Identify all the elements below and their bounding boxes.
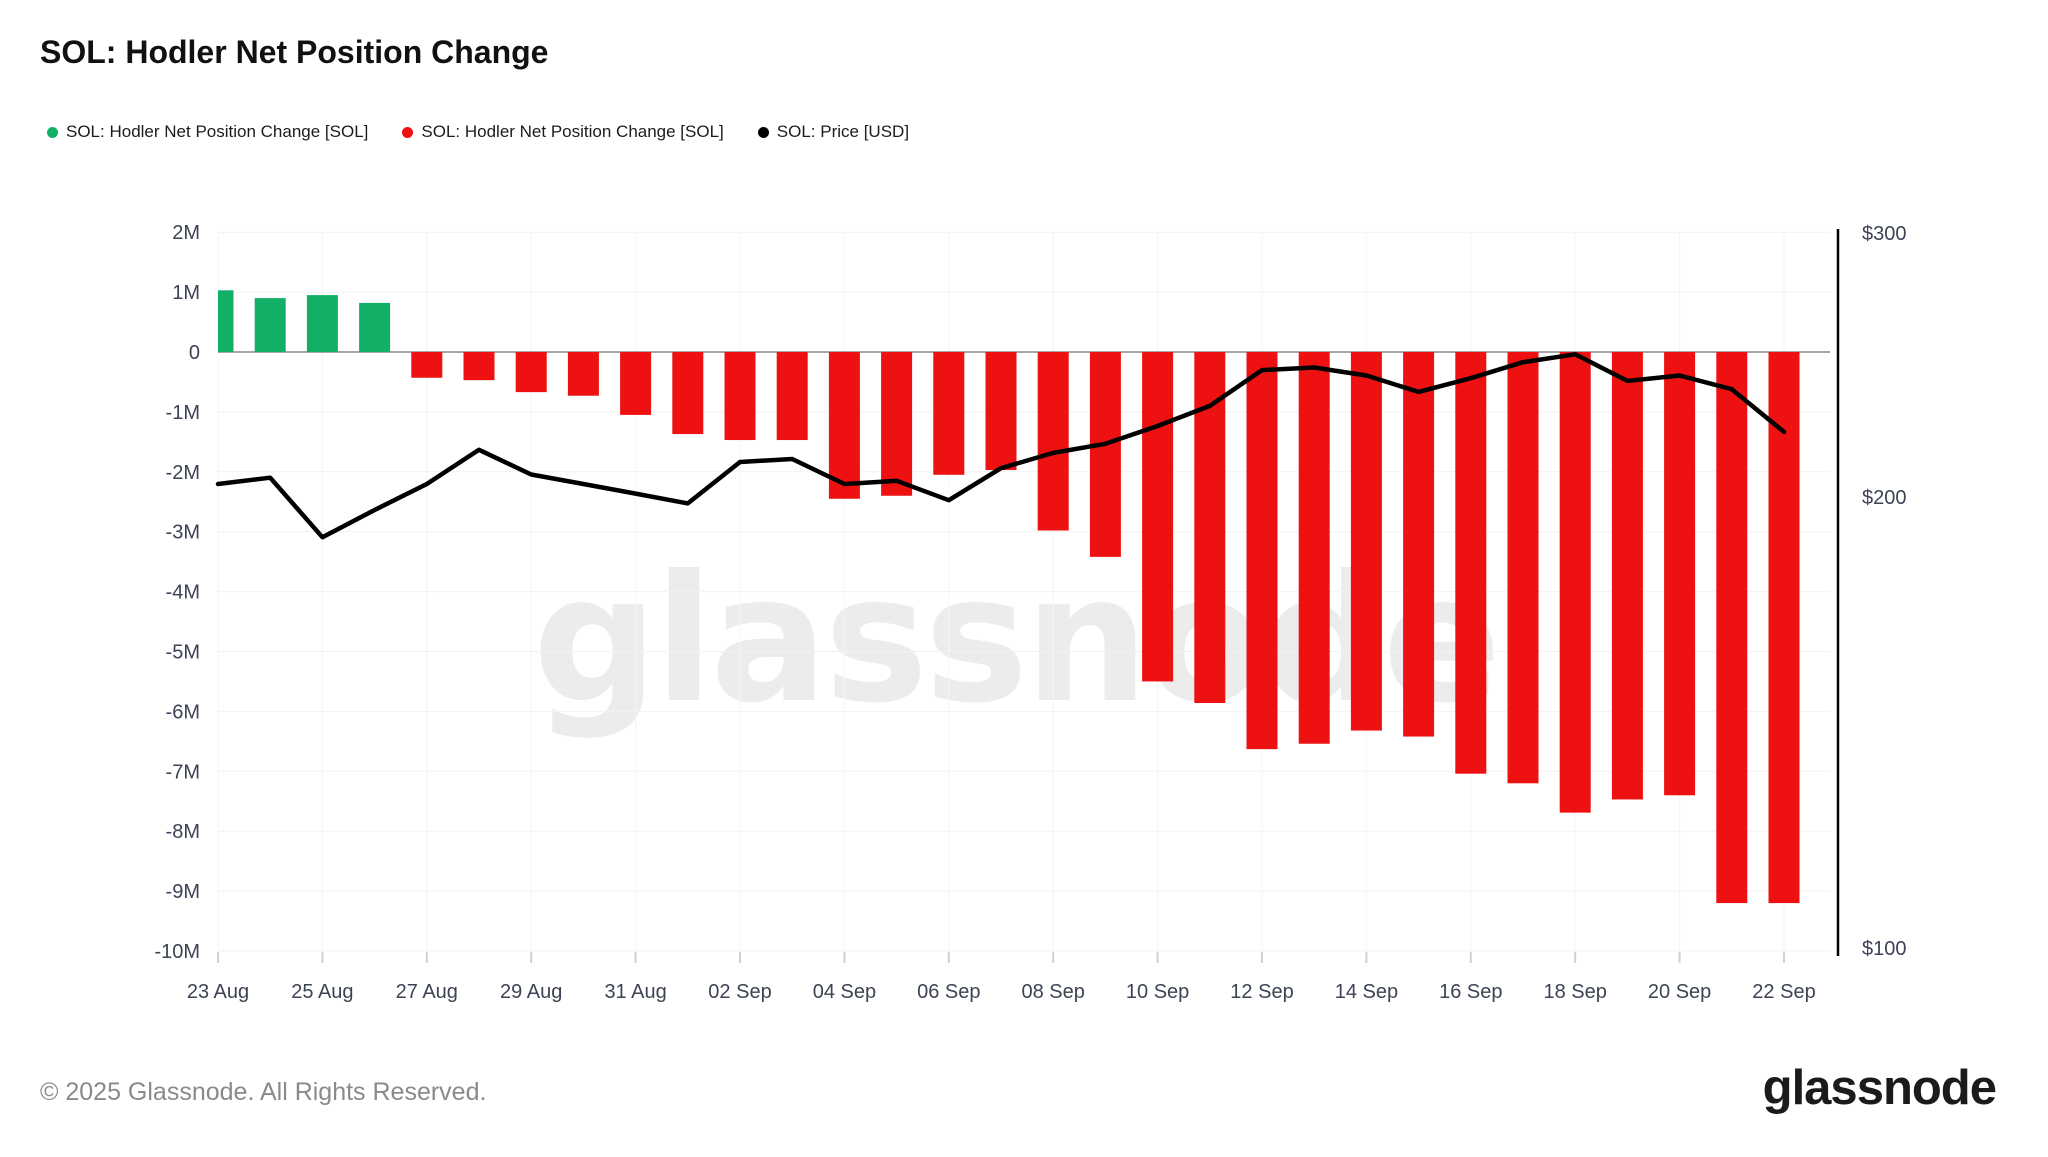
left-axis-label: -9M [166,881,200,903]
legend-item-hodler-positive[interactable]: SOL: Hodler Net Position Change [SOL] [47,122,368,142]
x-axis-label: 20 Sep [1648,981,1711,1003]
left-axis-label: -6M [166,701,200,723]
left-axis-label: -1M [166,402,200,424]
left-axis-label: -8M [166,821,200,843]
left-axis-label: -2M [166,462,200,484]
net-position-bar [567,352,599,396]
legend-item-price[interactable]: SOL: Price [USD] [757,122,910,142]
x-axis-label: 23 Aug [187,981,249,1003]
net-position-bar [828,352,860,499]
legend-label: SOL: Price [USD] [776,122,910,141]
net-position-bar [1664,352,1696,796]
left-axis-label: 0 [189,342,200,364]
net-position-bar [1298,352,1330,744]
net-position-bar [672,352,704,435]
right-axis-label: $100 [1862,938,1907,960]
net-position-bar [1768,352,1800,904]
net-position-bar [1350,352,1382,731]
net-position-bar [254,298,286,352]
chart-legend: SOL: Hodler Net Position Change [SOL] SO… [47,122,909,142]
net-position-bar [463,352,495,381]
net-position-bar [933,352,965,475]
net-position-bar [776,352,808,441]
left-axis-label: 1M [172,282,200,304]
legend-label: SOL: Hodler Net Position Change [SOL] [66,122,369,141]
x-axis-label: 02 Sep [708,981,771,1003]
x-axis-label: 18 Sep [1544,981,1607,1003]
x-axis-label: 27 Aug [396,981,458,1003]
green-dot-icon [47,126,58,138]
x-axis-label: 31 Aug [604,981,666,1003]
net-position-bar [1716,352,1748,904]
x-axis-label: 04 Sep [813,981,876,1003]
left-axis-label: -3M [166,522,200,544]
red-dot-icon [402,126,414,138]
net-position-bar [620,352,652,415]
net-position-bar [1559,352,1591,813]
x-axis-label: 25 Aug [291,981,353,1003]
net-position-bar [515,352,547,393]
x-axis-label: 14 Sep [1335,981,1398,1003]
right-axis-label: $200 [1862,487,1907,509]
legend-item-hodler-negative[interactable]: SOL: Hodler Net Position Change [SOL] [402,122,724,142]
net-position-bar [411,352,443,378]
copyright-text: © 2025 Glassnode. All Rights Reserved. [40,1078,487,1106]
net-position-bar [985,352,1017,471]
net-position-bar [1611,352,1643,800]
x-axis-label: 12 Sep [1230,981,1293,1003]
page-title: SOL: Hodler Net Position Change [40,34,549,70]
net-position-bar [1246,352,1278,750]
left-axis-label: -4M [166,582,200,604]
net-position-bar [1507,352,1539,784]
net-position-bar [218,290,234,352]
x-axis-label: 06 Sep [917,981,980,1003]
bars-group [218,290,1800,904]
net-position-bar [1142,352,1174,682]
net-position-bar [1037,352,1069,531]
net-position-bar [881,352,913,496]
x-axis-label: 16 Sep [1439,981,1502,1003]
x-axis-label: 08 Sep [1022,981,1085,1003]
glassnode-logo: glassnode [1762,1061,1997,1115]
x-axis-label: 29 Aug [500,981,562,1003]
left-axis-label: 2M [172,222,200,244]
x-axis-label: 22 Sep [1752,981,1815,1003]
legend-label: SOL: Hodler Net Position Change [SOL] [421,122,724,141]
glassnode-watermark: glassnode [533,539,1497,742]
net-position-bar [1403,352,1435,737]
right-axis-label: $300 [1862,223,1907,245]
x-axis-label: 10 Sep [1126,981,1189,1003]
net-position-bar [1089,352,1121,557]
net-position-bar [1455,352,1487,774]
black-dot-icon [757,126,769,138]
left-axis-label: -5M [166,642,200,664]
price-line [215,352,1787,540]
left-axis-label: -10M [154,941,200,963]
left-axis-label: -7M [166,761,200,783]
net-position-bar [359,302,391,352]
net-position-bar [724,352,756,441]
net-position-bar [306,295,338,352]
